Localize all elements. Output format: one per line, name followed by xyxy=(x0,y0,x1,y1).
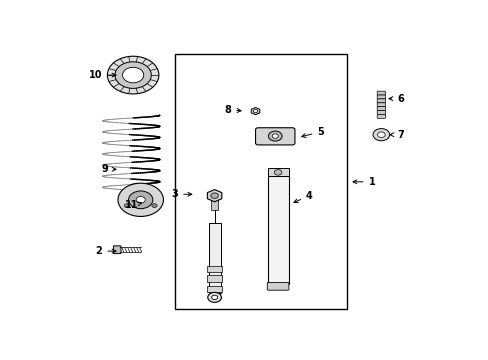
FancyBboxPatch shape xyxy=(376,111,385,114)
FancyBboxPatch shape xyxy=(267,283,288,290)
Circle shape xyxy=(107,56,159,94)
Text: 6: 6 xyxy=(388,94,403,104)
Circle shape xyxy=(377,132,385,138)
Bar xyxy=(267,176,288,284)
Polygon shape xyxy=(251,108,259,115)
Circle shape xyxy=(115,62,151,89)
Bar xyxy=(175,54,346,309)
FancyBboxPatch shape xyxy=(376,91,385,95)
Text: 2: 2 xyxy=(96,246,116,256)
Circle shape xyxy=(211,295,217,300)
Text: 3: 3 xyxy=(171,189,191,199)
Circle shape xyxy=(122,67,143,83)
Bar xyxy=(208,223,220,293)
FancyBboxPatch shape xyxy=(376,114,385,118)
Circle shape xyxy=(274,170,281,175)
Text: 10: 10 xyxy=(88,70,116,80)
FancyBboxPatch shape xyxy=(376,95,385,99)
Bar xyxy=(210,198,218,210)
Bar xyxy=(206,275,222,282)
Circle shape xyxy=(253,109,257,113)
FancyBboxPatch shape xyxy=(255,128,294,145)
Circle shape xyxy=(372,129,389,141)
Bar xyxy=(267,168,288,176)
Text: 9: 9 xyxy=(101,164,116,174)
Circle shape xyxy=(128,191,153,209)
Text: 1: 1 xyxy=(352,177,374,187)
Circle shape xyxy=(210,193,218,198)
Text: 8: 8 xyxy=(224,105,241,115)
FancyBboxPatch shape xyxy=(376,99,385,103)
Polygon shape xyxy=(207,190,222,202)
Bar xyxy=(206,266,222,272)
Circle shape xyxy=(207,292,221,302)
FancyBboxPatch shape xyxy=(376,107,385,111)
Text: 11: 11 xyxy=(124,201,142,210)
Text: 5: 5 xyxy=(301,127,324,138)
Text: 7: 7 xyxy=(389,130,403,140)
Circle shape xyxy=(268,131,282,141)
Circle shape xyxy=(118,183,163,216)
Circle shape xyxy=(152,204,157,208)
Circle shape xyxy=(272,134,278,138)
FancyBboxPatch shape xyxy=(113,246,121,253)
Bar xyxy=(206,286,222,292)
Circle shape xyxy=(136,197,145,203)
FancyBboxPatch shape xyxy=(376,103,385,107)
Circle shape xyxy=(124,204,129,208)
Text: 4: 4 xyxy=(293,191,312,203)
